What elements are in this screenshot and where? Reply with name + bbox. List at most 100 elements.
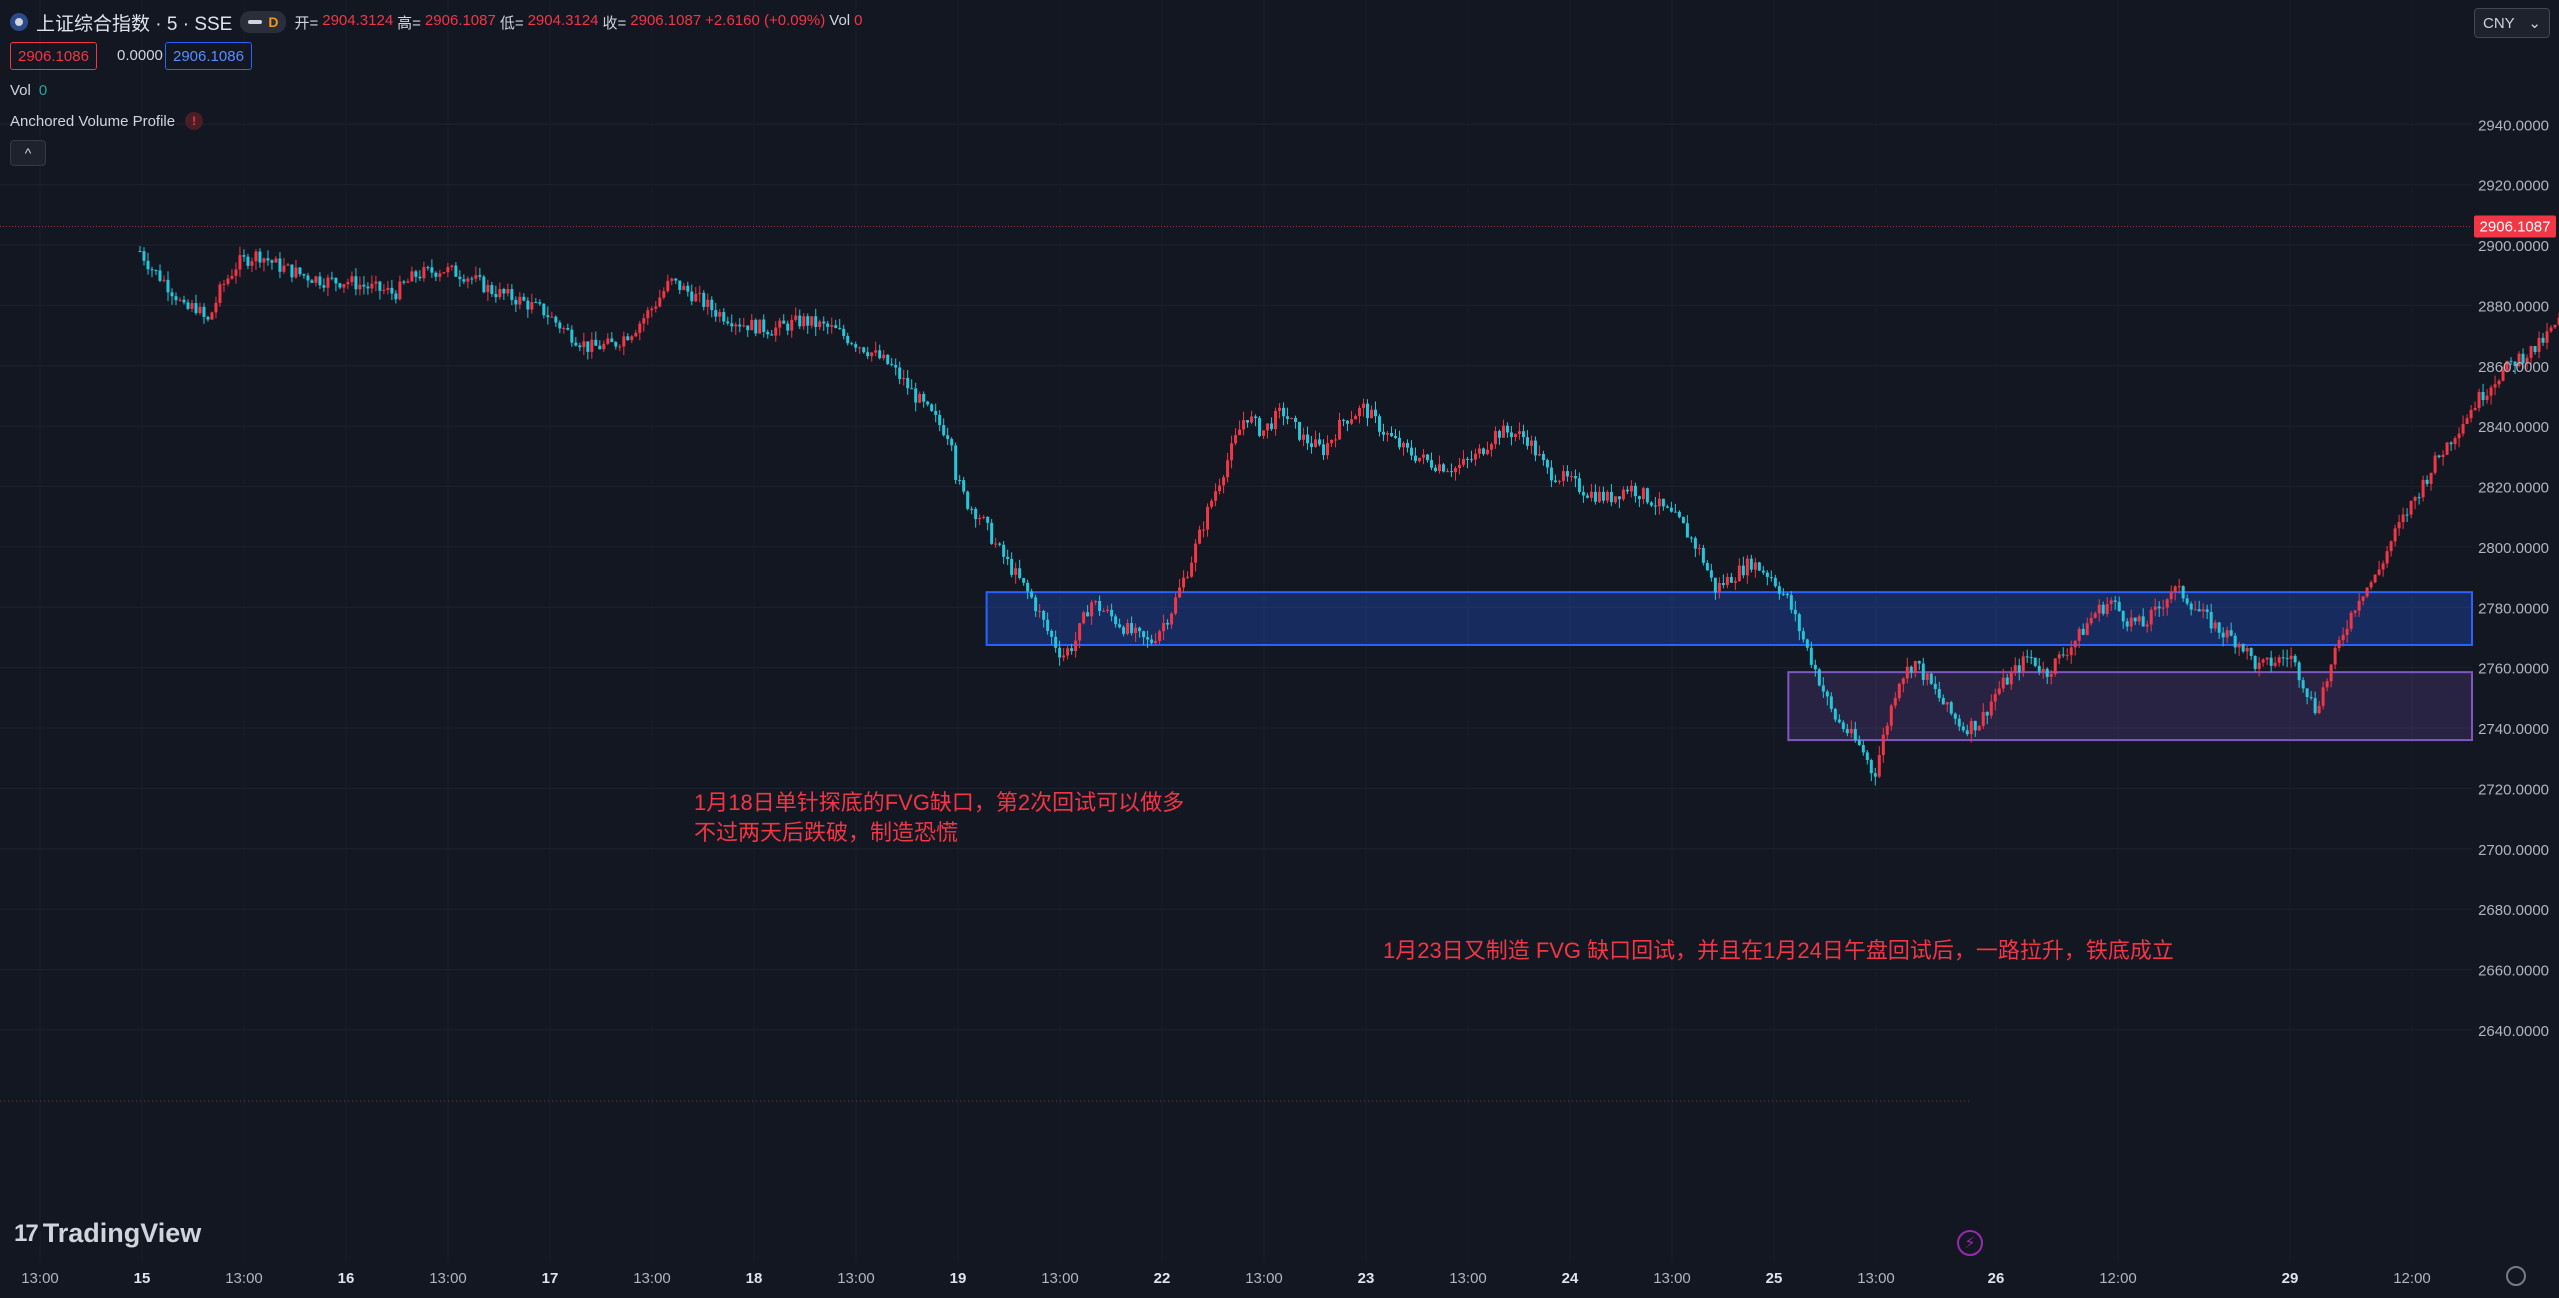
price-tick-label: 2860.0000 — [2478, 359, 2549, 376]
candle-body — [1481, 448, 1485, 455]
candle-body — [1062, 655, 1066, 658]
collapse-indicators-button[interactable]: ^ — [10, 140, 46, 166]
candle-body — [1877, 755, 1881, 777]
candle-body — [2485, 395, 2489, 401]
candle-body — [1993, 693, 1997, 702]
currency-select[interactable]: CNY ⌄ — [2474, 8, 2550, 38]
candle-body — [2277, 657, 2281, 663]
candle-body — [2217, 622, 2221, 633]
candle-body — [2553, 324, 2557, 328]
annotation-fvg-2[interactable]: 1月23日又制造 FVG 缺口回试，并且在1月24日午盘回试后，一路拉升，铁底成… — [1383, 938, 2174, 963]
candle-body — [486, 285, 490, 293]
candle-body — [1397, 437, 1401, 448]
time-tick-label: 29 — [2282, 1270, 2299, 1287]
candle-body — [1030, 591, 1034, 598]
candle-body — [1645, 488, 1649, 503]
candle-body — [1222, 477, 1226, 486]
candle-body — [350, 276, 354, 283]
candle-body — [2361, 596, 2365, 601]
candle-body — [1701, 547, 1705, 563]
candle-body — [1577, 478, 1581, 492]
interval-badge[interactable]: D — [240, 11, 287, 33]
candle-body — [426, 267, 430, 269]
price-tick-label: 2640.0000 — [2478, 1023, 2549, 1040]
candle-body — [734, 324, 738, 327]
candle-body — [706, 299, 710, 307]
tradingview-logo-icon: 17 — [14, 1219, 39, 1247]
candle-body — [2425, 479, 2429, 484]
candle-body — [1054, 636, 1058, 648]
candle-body — [1106, 609, 1110, 611]
low-label: 低= — [499, 14, 524, 32]
candle-body — [1529, 440, 1533, 446]
candle-body — [2497, 380, 2501, 385]
candle-body — [562, 328, 566, 330]
candle-body — [1441, 464, 1445, 472]
candle-body — [874, 350, 878, 353]
candle-body — [2057, 654, 2061, 659]
candle-body — [1565, 471, 1569, 477]
candle-body — [954, 445, 958, 481]
candle-body — [1833, 708, 1837, 720]
bid-price-box[interactable]: 2906.1086 — [10, 42, 97, 70]
warning-icon[interactable]: ! — [185, 112, 204, 130]
candle-body — [1042, 611, 1046, 620]
candle-body — [598, 345, 602, 350]
candle-body — [454, 265, 458, 277]
candle-body — [2229, 630, 2233, 636]
candle-body — [982, 516, 986, 518]
price-axis[interactable]: 2940.0000 2920.0000 2900.0000 2880.0000 2860… — [2474, 117, 2556, 1040]
candle-body — [1118, 624, 1122, 628]
open-value: 2904.3124 — [322, 11, 394, 29]
candle-body — [378, 281, 382, 291]
candle-body — [622, 336, 626, 347]
candle-body — [2061, 654, 2065, 656]
annotation-fvg-1[interactable]: 1月18日单针探底的FVG缺口，第2次回试可以做多 不过两天后跌破，制造恐慌 — [694, 788, 1184, 848]
candle-body — [826, 323, 830, 327]
symbol-title[interactable]: 上证综合指数 · 5 · SSE — [36, 13, 233, 35]
candle-body — [242, 255, 246, 257]
candle-body — [2461, 424, 2465, 434]
price-tick-label: 2660.0000 — [2478, 963, 2549, 980]
candle-body — [2269, 657, 2273, 666]
candle-body — [1941, 697, 1945, 705]
candle-body — [1969, 720, 1973, 735]
candle-body — [1881, 734, 1885, 756]
candle-body — [2209, 611, 2213, 629]
candle-body — [1837, 719, 1841, 723]
volume-indicator[interactable]: Vol 0 — [10, 82, 47, 99]
candle-body — [1358, 407, 1362, 417]
candle-body — [1669, 507, 1673, 512]
candle-body — [1517, 431, 1521, 435]
candle-body — [166, 279, 170, 293]
candle-body — [1561, 471, 1565, 481]
candle-body — [282, 265, 286, 272]
tradingview-logo[interactable]: 17 TradingView — [14, 1218, 201, 1249]
candle-body — [1449, 471, 1453, 473]
price-tick-label: 2680.0000 — [2478, 902, 2549, 919]
candle-body — [1653, 505, 1657, 507]
candle-body — [694, 293, 698, 302]
lightning-icon[interactable]: ⚡ — [1957, 1230, 1983, 1256]
candle-body — [2373, 574, 2377, 583]
anchored-volume-profile-indicator[interactable]: Anchored Volume Profile ! — [10, 112, 204, 130]
candle-body — [1453, 468, 1457, 473]
candle-body — [566, 328, 570, 330]
candle-body — [1613, 496, 1617, 503]
candle-body — [1142, 631, 1146, 638]
candle-body — [2237, 644, 2241, 648]
candle-body — [450, 265, 454, 267]
candle-body — [1070, 648, 1074, 652]
candle-body — [246, 256, 250, 266]
candle-body — [2281, 657, 2285, 659]
candle-body — [1717, 582, 1721, 593]
candle-body — [506, 289, 510, 294]
candle-body — [186, 302, 190, 309]
time-axis[interactable]: 13:00 15 13:00 16 13:00 17 13:00 18 13:00 19 13:00… — [21, 1270, 2431, 1287]
close-value: 2906.1087 — [630, 11, 702, 29]
candle-body — [2541, 337, 2545, 343]
candle-body — [1913, 661, 1917, 673]
ask-price-box[interactable]: 2906.1086 — [165, 42, 252, 70]
settings-gear-icon[interactable] — [2506, 1266, 2526, 1286]
